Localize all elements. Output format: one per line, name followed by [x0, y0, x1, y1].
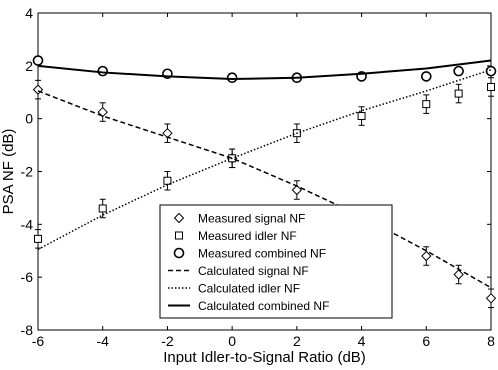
- legend-marker-swatch: [173, 212, 185, 224]
- x-axis: -6 -4 -2 0 2 4 6 8: [32, 13, 495, 349]
- data-point: [485, 293, 497, 304]
- x-tick-label: -6: [32, 333, 45, 349]
- legend-entry-label: Measured idler NF: [198, 229, 297, 243]
- legend-entry-label: Measured combined NF: [198, 247, 326, 261]
- y-tick-label: 4: [25, 5, 33, 21]
- data-point: [32, 55, 44, 66]
- data-point: [453, 65, 464, 77]
- y-tick-label: -2: [21, 164, 34, 180]
- data-point: [485, 65, 497, 77]
- data-point: [226, 72, 238, 84]
- y-tick-label: 0: [25, 111, 33, 127]
- series-line: [37, 69, 492, 251]
- legend-entry-label: Calculated idler NF: [198, 282, 300, 296]
- legend-entry-label: Calculated combined NF: [198, 299, 329, 313]
- series-line: [37, 90, 492, 289]
- series-calculated-signal-nf: [37, 90, 492, 289]
- y-tick-label: -4: [21, 216, 34, 232]
- series-measured-idler-nf: [34, 77, 495, 249]
- y-axis-title: PSA NF (dB): [0, 129, 17, 215]
- data-point: [97, 106, 108, 118]
- legend-marker-swatch: [175, 231, 183, 240]
- data-point: [422, 100, 431, 109]
- data-point: [420, 71, 432, 82]
- legend-entry-label: Calculated signal NF: [198, 264, 309, 278]
- data-point: [34, 234, 42, 243]
- legend-entry-label: Measured signal NF: [198, 212, 305, 226]
- y-tick-label: -8: [21, 322, 34, 338]
- y-tick-label: 2: [25, 58, 33, 74]
- data-point: [487, 82, 495, 91]
- x-tick-label: 2: [293, 333, 301, 349]
- series-layer: [32, 55, 497, 309]
- data-point: [454, 89, 463, 98]
- y-tick-label: -6: [21, 269, 34, 285]
- x-tick-label: 0: [228, 333, 236, 349]
- x-tick-label: 6: [422, 333, 430, 349]
- x-axis-title: Input Idler-to-Signal Ratio (dB): [163, 349, 366, 366]
- legend-marker-swatch: [173, 247, 185, 259]
- x-tick-label: -2: [161, 333, 174, 349]
- series-calculated-idler-nf: [37, 69, 492, 251]
- x-tick-label: -4: [96, 333, 109, 349]
- data-point: [98, 204, 107, 213]
- x-tick-label: 8: [487, 333, 495, 349]
- data-point: [291, 184, 303, 196]
- data-point: [453, 269, 464, 280]
- x-tick-label: 4: [358, 333, 366, 349]
- data-point: [357, 112, 366, 121]
- series-line: [37, 59, 492, 81]
- legend: Measured signal NF Measured idler NF Measu…: [159, 204, 393, 319]
- data-point: [421, 250, 432, 262]
- y-axis: -8 -6 -4 -2 0 2 4: [21, 5, 491, 338]
- legend-box: [159, 204, 393, 319]
- series-calculated-combined-nf: [37, 59, 492, 81]
